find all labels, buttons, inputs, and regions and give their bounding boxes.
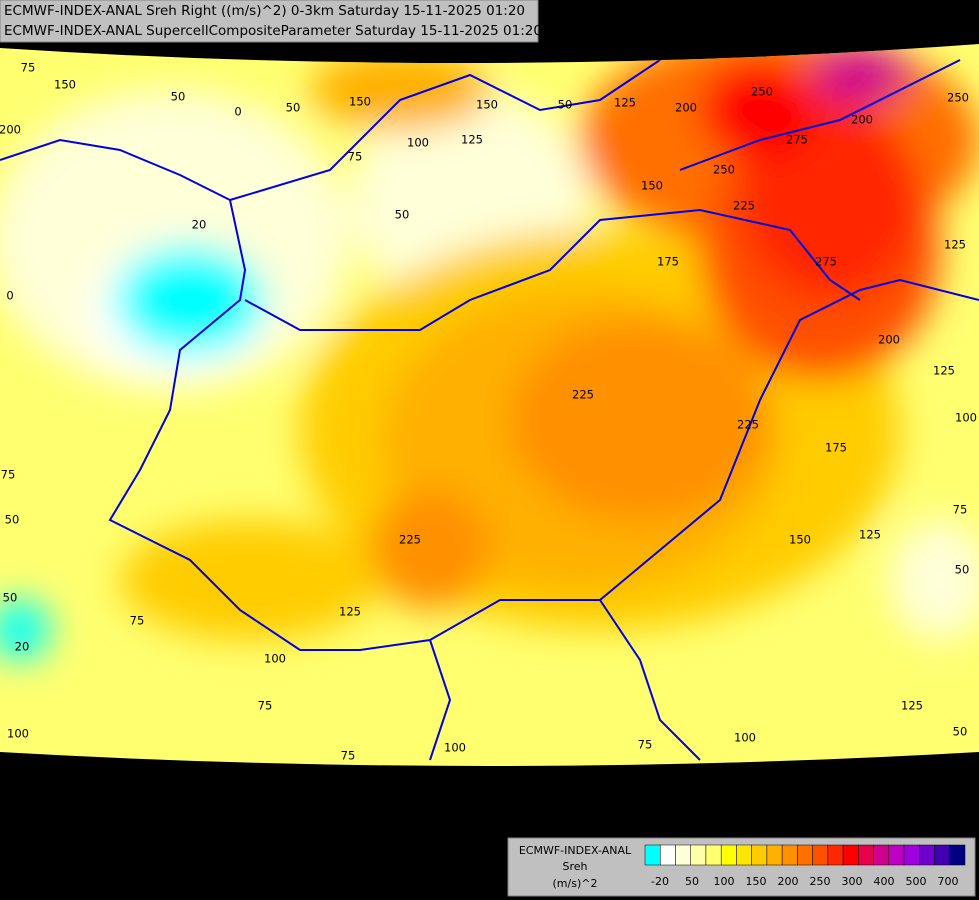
contour-label: 125 bbox=[614, 96, 636, 110]
legend-swatch bbox=[720, 844, 737, 866]
contour-label: 125 bbox=[461, 133, 483, 147]
legend-label: 50 bbox=[685, 875, 699, 888]
contour-label: 100 bbox=[955, 411, 977, 425]
contour-label: 75 bbox=[1, 468, 16, 482]
legend-label: 400 bbox=[874, 875, 895, 888]
contour-label: 225 bbox=[572, 388, 594, 402]
contour-label: 20 bbox=[192, 218, 207, 232]
legend-swatch bbox=[644, 844, 661, 866]
contour-label: 75 bbox=[258, 699, 273, 713]
contour-label: 150 bbox=[789, 533, 811, 547]
contour-label: 225 bbox=[737, 418, 759, 432]
contour-label: 150 bbox=[476, 98, 498, 112]
contour-label: 75 bbox=[348, 150, 363, 164]
contour-label: 200 bbox=[675, 101, 697, 115]
contour-label: 100 bbox=[7, 727, 29, 741]
borders bbox=[0, 59, 979, 761]
legend-label: 100 bbox=[714, 875, 735, 888]
contour-label: 75 bbox=[638, 738, 653, 752]
contour-label: 275 bbox=[786, 133, 808, 147]
legend-swatch bbox=[827, 844, 844, 866]
contour-label: 125 bbox=[339, 605, 361, 619]
contour-label: 125 bbox=[859, 528, 881, 542]
contour-label: 0 bbox=[6, 289, 13, 303]
header-box: ECMWF-INDEX-ANAL Sreh Right ((m/s)^2) 0-… bbox=[0, 0, 542, 43]
contour-label: 175 bbox=[825, 441, 847, 455]
legend-variable: Sreh bbox=[562, 860, 587, 873]
contour-label: 200 bbox=[0, 123, 21, 137]
contour-label: 50 bbox=[955, 563, 970, 577]
contour-label: 250 bbox=[947, 91, 969, 105]
legend-swatch bbox=[781, 844, 798, 866]
contour-label: 50 bbox=[171, 90, 186, 104]
contour-label: 50 bbox=[286, 101, 301, 115]
legend-swatch bbox=[675, 844, 691, 866]
contour-label: 200 bbox=[851, 113, 873, 127]
contour-label: 50 bbox=[558, 98, 573, 112]
contour-label: 150 bbox=[349, 95, 371, 109]
contour-label: 0 bbox=[234, 105, 241, 119]
contour-label: 50 bbox=[5, 513, 20, 527]
contour-label: 75 bbox=[341, 749, 356, 763]
legend-swatch bbox=[812, 844, 829, 866]
legend-label: 700 bbox=[938, 875, 959, 888]
legend-label: 150 bbox=[746, 875, 767, 888]
contour-label: 125 bbox=[933, 364, 955, 378]
contour-label: 200 bbox=[878, 333, 900, 347]
contour-label: 150 bbox=[641, 179, 663, 193]
contour-label: 75 bbox=[130, 614, 145, 628]
legend-unit: (m/s)^2 bbox=[553, 877, 598, 890]
contour-label: 75 bbox=[21, 61, 36, 75]
header-line: ECMWF-INDEX-ANAL SupercellCompositeParam… bbox=[4, 23, 542, 39]
contour-label: 250 bbox=[713, 163, 735, 177]
legend-swatch bbox=[949, 844, 966, 866]
contour-label: 150 bbox=[54, 78, 76, 92]
legend-swatch bbox=[919, 844, 935, 866]
legend-swatch bbox=[766, 844, 783, 866]
legend-swatch bbox=[736, 844, 752, 866]
legend-label: 300 bbox=[842, 875, 863, 888]
legend-swatch bbox=[797, 844, 813, 866]
legend-label: 500 bbox=[906, 875, 927, 888]
contour-label: 100 bbox=[407, 136, 429, 150]
legend-title: ECMWF-INDEX-ANAL bbox=[519, 844, 632, 857]
contour-label: 100 bbox=[734, 731, 756, 745]
contour-label: 100 bbox=[444, 741, 466, 755]
contour-label: 50 bbox=[953, 725, 968, 739]
contour-label: 125 bbox=[944, 238, 966, 252]
legend-swatch bbox=[934, 844, 951, 866]
contour-label: 50 bbox=[3, 591, 18, 605]
legend-swatch bbox=[842, 844, 859, 866]
legend-swatch bbox=[888, 844, 905, 866]
contour-label: 275 bbox=[815, 255, 837, 269]
legend-label: -20 bbox=[651, 875, 669, 888]
contour-label: 225 bbox=[733, 199, 755, 213]
legend-swatch bbox=[873, 844, 890, 866]
contour-label: 50 bbox=[395, 208, 410, 222]
legend-swatch bbox=[751, 844, 768, 866]
contour-label: 250 bbox=[751, 85, 773, 99]
legend-swatch bbox=[858, 844, 874, 866]
legend-swatch bbox=[705, 844, 722, 866]
contour-label: 225 bbox=[399, 533, 421, 547]
legend-swatch bbox=[690, 844, 707, 866]
legend-label: 250 bbox=[810, 875, 831, 888]
contour-label: 100 bbox=[264, 652, 286, 666]
legend-label: 200 bbox=[778, 875, 799, 888]
contour-label: 20 bbox=[15, 640, 30, 654]
legend: ECMWF-INDEX-ANAL Sreh (m/s)^2 -20 50 100 15… bbox=[507, 837, 976, 897]
header-line: ECMWF-INDEX-ANAL Sreh Right ((m/s)^2) 0-… bbox=[4, 3, 525, 19]
legend-swatch bbox=[659, 844, 676, 866]
contour-label: 175 bbox=[657, 255, 679, 269]
contour-label: 125 bbox=[901, 699, 923, 713]
legend-swatch bbox=[903, 844, 920, 866]
contour-label: 75 bbox=[953, 503, 968, 517]
